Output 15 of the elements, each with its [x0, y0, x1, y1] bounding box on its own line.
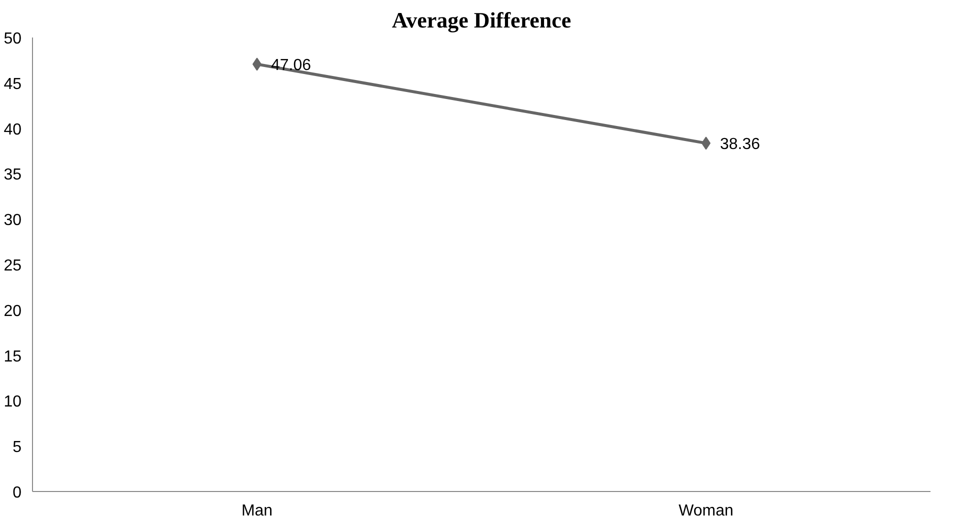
y-tick-label: 30 — [4, 212, 22, 230]
y-tick-label: 20 — [4, 302, 22, 320]
x-tick-label: Woman — [678, 502, 734, 520]
data-label: 38.36 — [720, 136, 760, 154]
y-tick-label: 45 — [4, 76, 22, 93]
y-tick-label: 25 — [4, 258, 22, 274]
y-tick-label: 50 — [4, 30, 22, 48]
chart-title: Average Difference — [392, 8, 572, 32]
y-tick-label: 10 — [4, 394, 22, 411]
y-tick-label: 35 — [4, 166, 22, 184]
y-tick-label: 0 — [12, 484, 22, 502]
x-tick-label: Man — [241, 502, 273, 520]
y-tick-label: 40 — [4, 121, 22, 138]
y-tick-label: 15 — [4, 348, 22, 366]
y-tick-label: 5 — [12, 439, 22, 456]
